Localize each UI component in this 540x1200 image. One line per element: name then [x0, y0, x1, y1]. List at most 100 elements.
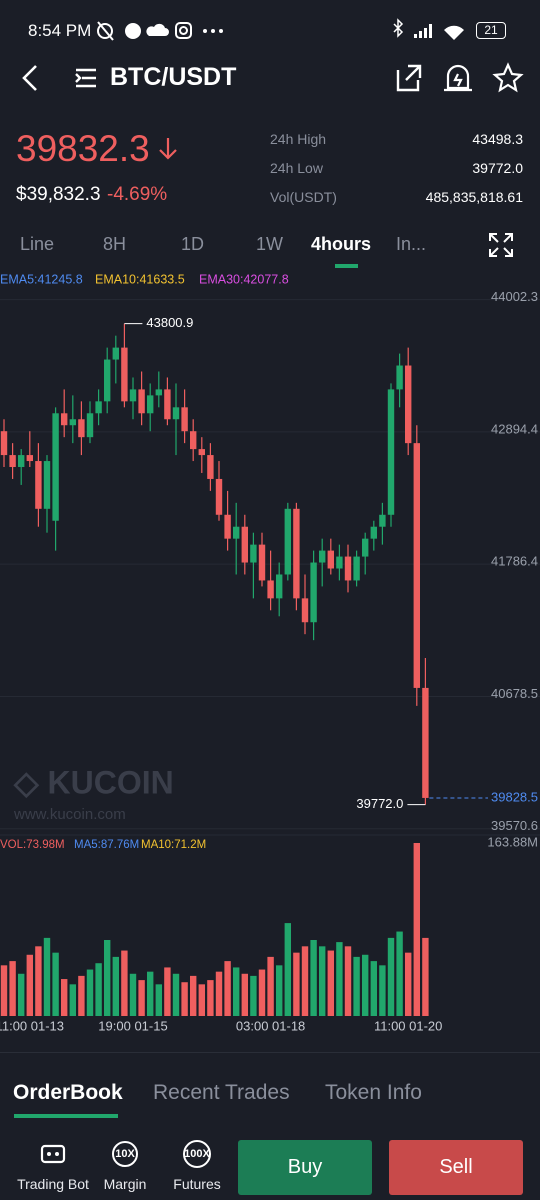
volume-bar [147, 971, 154, 1016]
watermark-url: www.kucoin.com [13, 806, 126, 823]
candle-body [104, 359, 111, 402]
sell-button[interactable]: Sell [389, 1140, 523, 1195]
header-actions[interactable] [392, 62, 524, 94]
candle-body [387, 389, 395, 515]
candle-body [138, 389, 145, 414]
candle-body [336, 556, 343, 569]
volume-bar [112, 956, 119, 1016]
buy-button[interactable]: Buy [238, 1140, 372, 1195]
volume-bar [387, 937, 395, 1016]
volume-bar [172, 973, 180, 1016]
candle-body [224, 514, 231, 539]
stat-label: Vol(USDT) [270, 189, 337, 205]
stat-value: 39772.0 [472, 160, 523, 176]
volume-bar [413, 843, 420, 1016]
candle-body [362, 538, 369, 557]
battery: 21 [476, 22, 506, 39]
volume-bar [121, 950, 128, 1016]
stat-value: 485,835,818.61 [425, 189, 523, 205]
candle-body [129, 389, 137, 402]
candle-body [370, 526, 377, 539]
bottom-tab[interactable]: OrderBook [13, 1081, 123, 1104]
fullscreen-icon[interactable] [488, 232, 514, 258]
x-tick-label: 19:00 01-15 [98, 1018, 167, 1033]
volume-bar [241, 973, 248, 1016]
volume-label: VOL:73.98M [0, 839, 65, 851]
candle-body [241, 526, 248, 563]
y-tick-label: 44002.3 [491, 289, 538, 304]
x-tick-label: 03:00 01-18 [236, 1018, 305, 1033]
volume-bar [18, 973, 25, 1016]
pair-title[interactable]: BTC/USDT [110, 63, 237, 91]
last-price-label: 39828.5 [491, 789, 538, 804]
volume-bar [267, 956, 274, 1016]
bottom-tab-indicator [14, 1114, 118, 1118]
bottom-tab[interactable]: Recent Trades [153, 1081, 290, 1104]
change: -4.69% [107, 184, 168, 205]
volume-bar [190, 975, 197, 1016]
interval-tab[interactable]: 1D [181, 234, 205, 254]
candle-body [233, 526, 240, 539]
volume-bar [78, 975, 85, 1016]
y-tick-label: 40678.5 [491, 686, 538, 701]
margin-icon-text: 10X [115, 1148, 135, 1160]
candle-body [293, 508, 300, 599]
volume-bar [250, 975, 257, 1016]
action-icons[interactable]: 10X 100X [38, 1140, 238, 1170]
volume-bar [284, 923, 291, 1016]
action-label[interactable]: Futures [173, 1176, 221, 1192]
stat-label: 24h High [270, 131, 327, 147]
interval-tab[interactable]: 1W [256, 234, 283, 254]
candle-body [215, 478, 223, 515]
candle-body [52, 413, 59, 521]
volume-bar [258, 969, 266, 1016]
indicator-label: EMA10:41633.5 [95, 272, 185, 286]
chart: ◇ KUCOIN www.kucoin.com EMA5:41245.8 EMA1… [0, 272, 540, 1033]
volume-bar [310, 939, 317, 1016]
candle-body [413, 443, 420, 688]
y-tick-label: 39570.6 [491, 818, 538, 833]
candle-body [276, 574, 283, 599]
interval-tab[interactable]: Line [20, 234, 55, 254]
volume-bar [353, 956, 360, 1016]
volume-bar [43, 937, 51, 1016]
low-label: 39772.0 [356, 796, 403, 811]
volume-bar [61, 979, 68, 1016]
candle-body [78, 419, 85, 438]
interval-tab[interactable]: 4hours [311, 234, 372, 254]
volume-bar [69, 984, 76, 1016]
interval-tab[interactable]: In... [396, 234, 427, 254]
x-tick-label: 11:00 01-20 [374, 1018, 442, 1033]
volume-top-label: 163.88M [487, 834, 538, 849]
action-label[interactable]: Margin [103, 1176, 147, 1192]
candle-body [190, 431, 197, 450]
candle-body [327, 550, 334, 569]
watermark: ◇ KUCOIN [13, 764, 174, 800]
y-tick-label: 42894.4 [491, 421, 538, 436]
candle-body [422, 687, 429, 798]
volume-bar [86, 969, 94, 1016]
candle-body [172, 407, 180, 420]
candle-body [0, 431, 8, 456]
volume-bar [396, 931, 403, 1016]
y-tick-label: 41786.4 [491, 554, 538, 569]
volume-bar [405, 952, 412, 1016]
header-icons[interactable] [18, 62, 248, 94]
volume-bar [52, 952, 59, 1016]
volume-bar [26, 954, 33, 1016]
stat-value: 43498.3 [472, 131, 523, 147]
tab-indicator [335, 264, 358, 268]
candle-body [405, 365, 412, 444]
action-label[interactable]: Trading Bot [17, 1176, 89, 1192]
volume-bar [362, 954, 369, 1016]
candle-body [164, 389, 171, 420]
volume-bar [9, 961, 16, 1016]
interval-tab[interactable]: 8H [103, 234, 127, 254]
usd-price: $39,832.3 [16, 184, 101, 205]
candle-body [121, 347, 128, 402]
candle-body [284, 508, 291, 575]
candle-body [258, 544, 266, 581]
candle-body [181, 407, 188, 432]
volume-bar [293, 952, 300, 1016]
bottom-tab[interactable]: Token Info [325, 1081, 422, 1104]
